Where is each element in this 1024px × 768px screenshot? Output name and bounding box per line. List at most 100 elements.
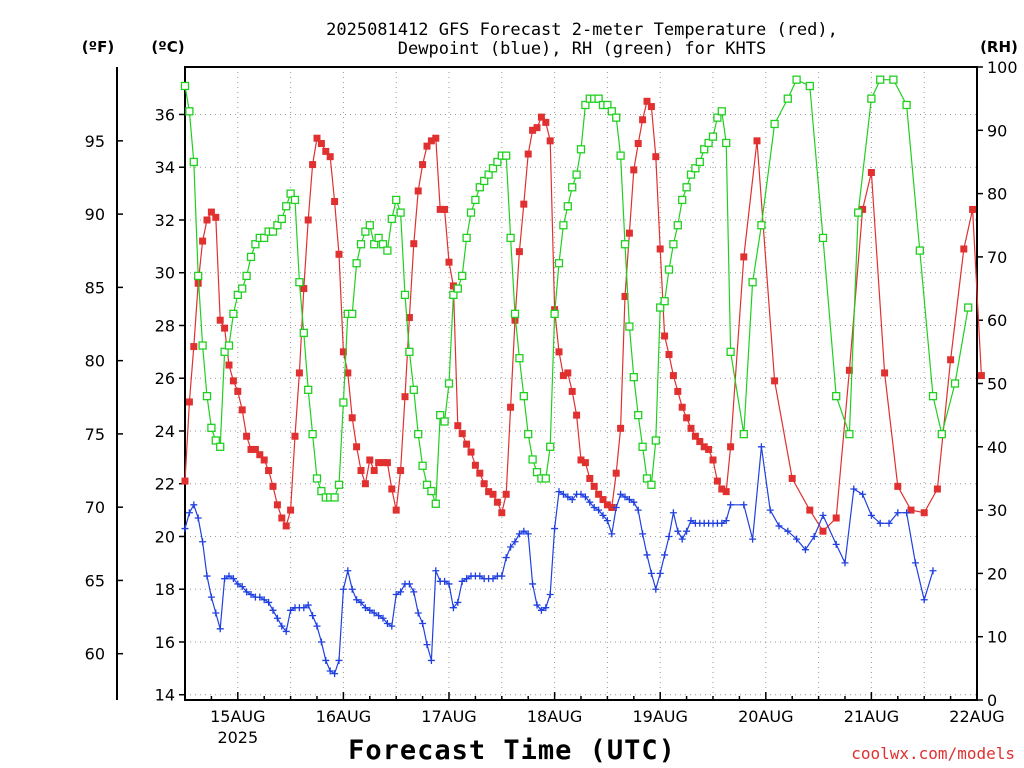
data-point-temperature	[634, 139, 642, 147]
data-point-rh	[242, 271, 251, 281]
data-point-temperature	[969, 205, 977, 213]
data-point-temperature	[335, 250, 343, 258]
data-point-rh	[867, 94, 876, 103]
data-point-rh	[198, 341, 207, 350]
data-point-rh	[902, 100, 911, 110]
data-point-temperature	[313, 134, 321, 142]
data-point-dewpoint	[304, 601, 312, 609]
data-point-rh	[282, 202, 291, 211]
data-point-rh	[458, 271, 467, 281]
data-point-rh	[211, 436, 220, 445]
data-point-temperature	[414, 187, 422, 195]
data-point-temperature	[454, 422, 462, 430]
data-point-temperature	[573, 411, 581, 419]
data-point-rh	[308, 429, 317, 439]
data-point-temperature	[375, 459, 383, 467]
unit-label-f: (ºF)	[82, 38, 114, 56]
data-point-rh	[233, 290, 242, 300]
data-point-dewpoint	[687, 517, 695, 525]
data-point-temperature	[687, 424, 695, 432]
data-point-dewpoint	[282, 627, 290, 635]
data-point-dewpoint	[625, 496, 633, 504]
data-point-dewpoint	[876, 519, 884, 527]
data-point-dewpoint	[419, 620, 427, 628]
data-point-rh	[770, 119, 779, 129]
data-point-temperature	[458, 430, 466, 438]
data-point-dewpoint	[885, 519, 893, 527]
data-point-temperature	[722, 488, 730, 496]
rh-tick-label: 0	[987, 691, 997, 710]
data-point-dewpoint	[313, 622, 321, 630]
data-point-rh	[563, 202, 572, 211]
rh-tick-label: 90	[987, 121, 1007, 140]
data-point-dewpoint	[216, 625, 224, 633]
data-point-dewpoint	[661, 551, 669, 559]
data-point-rh	[436, 410, 445, 420]
data-point-dewpoint	[331, 670, 339, 678]
data-point-dewpoint	[454, 598, 462, 606]
data-point-temperature	[894, 482, 902, 490]
celsius-tick-label: 16	[155, 633, 175, 652]
data-point-temperature	[401, 393, 409, 401]
data-point-temperature	[295, 369, 303, 377]
celsius-tick-label: 36	[155, 105, 175, 124]
data-point-temperature	[515, 248, 523, 256]
data-point-rh	[330, 493, 339, 502]
data-point-rh	[453, 284, 462, 293]
tick-labels: 14 16 18 20 22 24 26 28 30 32 34 36 60 65 70 75 80 85 90 95…	[85, 58, 1018, 747]
data-point-temperature	[542, 118, 550, 126]
data-point-rh	[550, 309, 559, 319]
data-point-rh	[638, 442, 647, 451]
data-point-temperature	[564, 369, 572, 377]
data-point-dewpoint	[234, 580, 242, 588]
data-point-dewpoint	[221, 575, 229, 583]
data-point-dewpoint	[775, 522, 783, 530]
data-point-dewpoint	[920, 596, 928, 604]
data-point-temperature	[388, 485, 396, 493]
data-point-rh	[194, 271, 203, 281]
data-point-rh	[964, 303, 973, 312]
data-point-rh	[845, 429, 854, 439]
data-point-dewpoint	[612, 503, 620, 511]
data-point-rh	[607, 107, 616, 116]
data-point-temperature	[225, 361, 233, 369]
data-point-temperature	[221, 324, 229, 332]
data-point-temperature	[859, 205, 867, 213]
data-point-temperature	[256, 451, 264, 459]
data-point-temperature	[559, 372, 567, 380]
data-point-dewpoint	[194, 514, 202, 522]
x-tick-sublabel: 2025	[217, 728, 258, 747]
data-point-temperature	[410, 240, 418, 248]
data-point-rh	[708, 132, 718, 141]
data-point-dewpoint	[793, 535, 801, 543]
data-point-temperature	[480, 480, 488, 488]
data-point-rh	[185, 107, 194, 116]
data-point-temperature	[595, 490, 603, 498]
series-line-temperature	[184, 99, 982, 533]
data-point-rh	[260, 233, 269, 243]
data-point-dewpoint	[718, 519, 726, 527]
data-point-dewpoint	[581, 493, 589, 501]
rh-tick-label: 100	[987, 58, 1018, 77]
data-point-dewpoint	[410, 588, 418, 596]
data-point-temperature	[599, 496, 607, 504]
chart-title-line1: 2025081412 GFS Forecast 2-meter Temperat…	[326, 20, 838, 40]
data-point-temperature	[432, 134, 440, 142]
data-point-rh	[559, 221, 568, 230]
data-point-temperature	[379, 459, 387, 467]
data-point-temperature	[705, 445, 713, 453]
data-point-rh	[312, 474, 322, 483]
data-point-temperature	[665, 350, 673, 358]
data-point-dewpoint	[278, 622, 286, 630]
data-point-rh	[651, 436, 660, 445]
data-point-temperature	[502, 490, 510, 498]
data-point-rh	[440, 417, 449, 426]
data-point-dewpoint	[498, 572, 506, 580]
data-point-rh	[348, 309, 357, 319]
data-point-rh	[629, 373, 638, 382]
data-point-dewpoint	[269, 606, 277, 614]
data-point-temperature	[586, 474, 594, 482]
data-point-temperature	[190, 343, 198, 351]
data-point-dewpoint	[595, 506, 603, 514]
